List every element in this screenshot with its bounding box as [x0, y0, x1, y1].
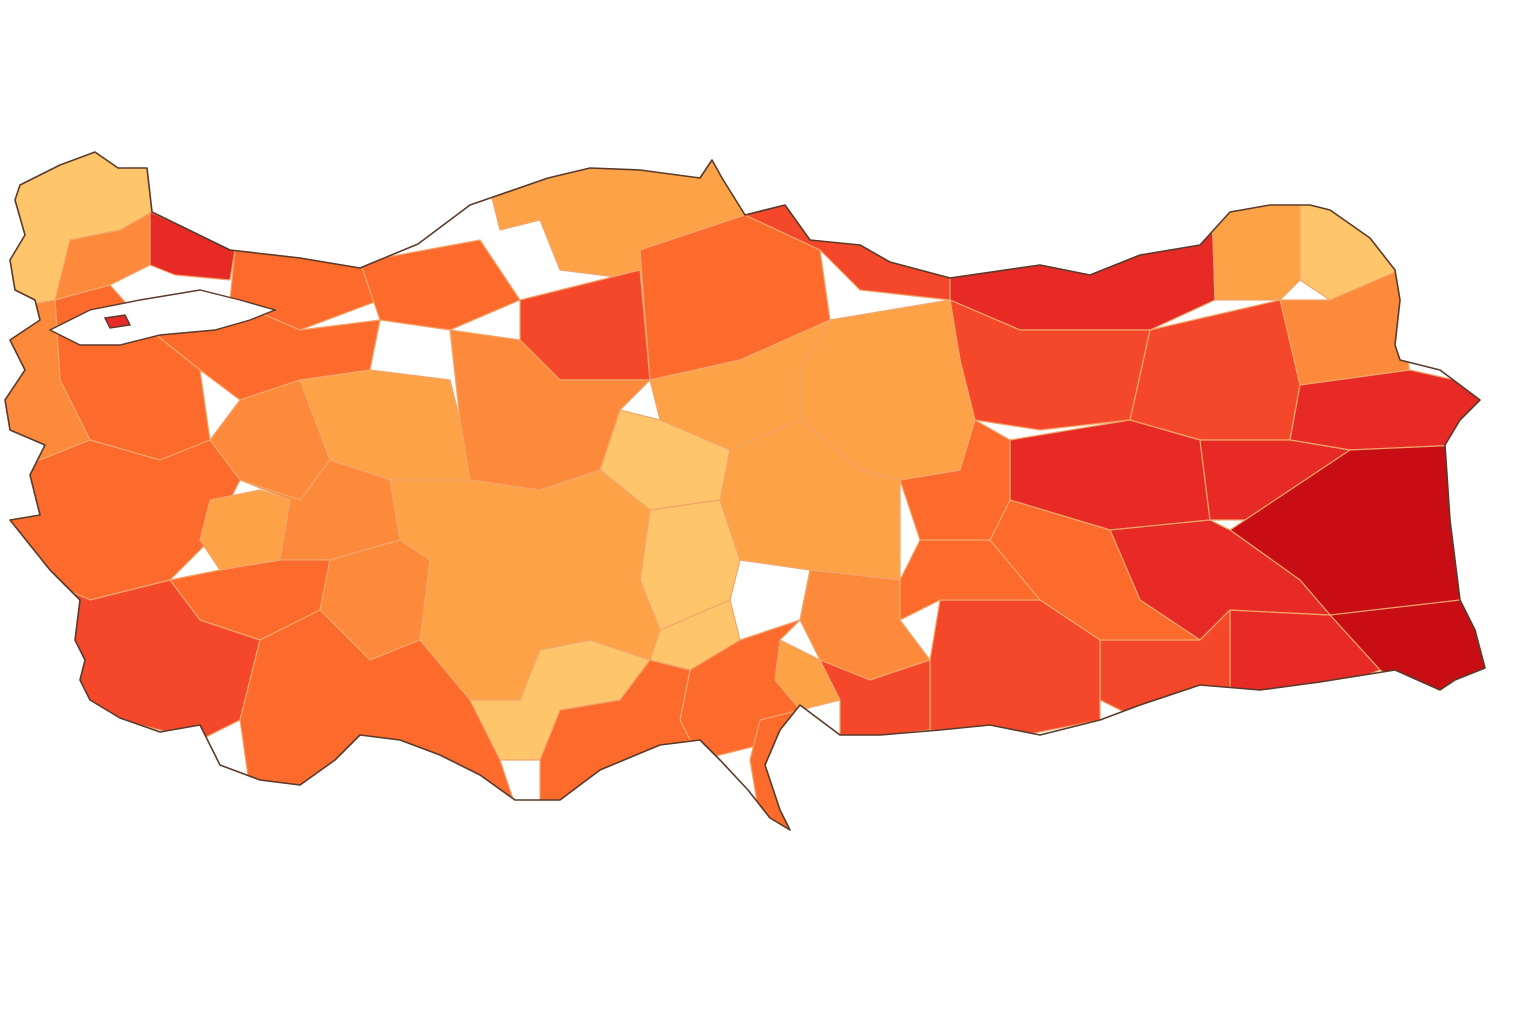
province-artvin	[1209, 152, 1311, 301]
province-osmaniye	[819, 659, 931, 741]
marmara-island	[103, 314, 132, 329]
province-usak	[199, 489, 291, 571]
province-hatay	[749, 709, 841, 830]
province-bolu-duzce	[359, 239, 521, 331]
province-trabzon-rize	[949, 152, 1216, 331]
province-ardahan	[1299, 152, 1421, 301]
province-agri	[1289, 369, 1485, 451]
marmara-sea	[48, 289, 278, 346]
province-layer	[5, 152, 1485, 830]
